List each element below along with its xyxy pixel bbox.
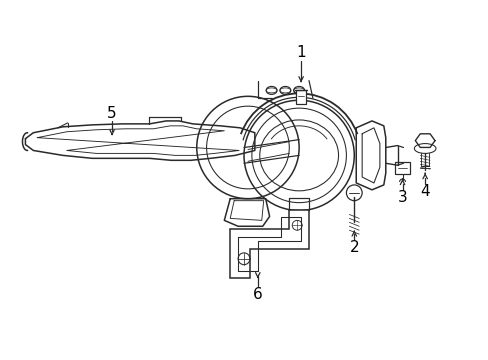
Text: 1: 1 [296,45,305,60]
Text: 4: 4 [420,184,429,199]
Text: 5: 5 [107,105,117,121]
FancyBboxPatch shape [394,162,409,174]
Text: 6: 6 [252,287,262,302]
Text: 3: 3 [397,190,407,205]
Text: 2: 2 [349,240,358,256]
FancyBboxPatch shape [296,90,305,104]
Polygon shape [230,210,308,278]
